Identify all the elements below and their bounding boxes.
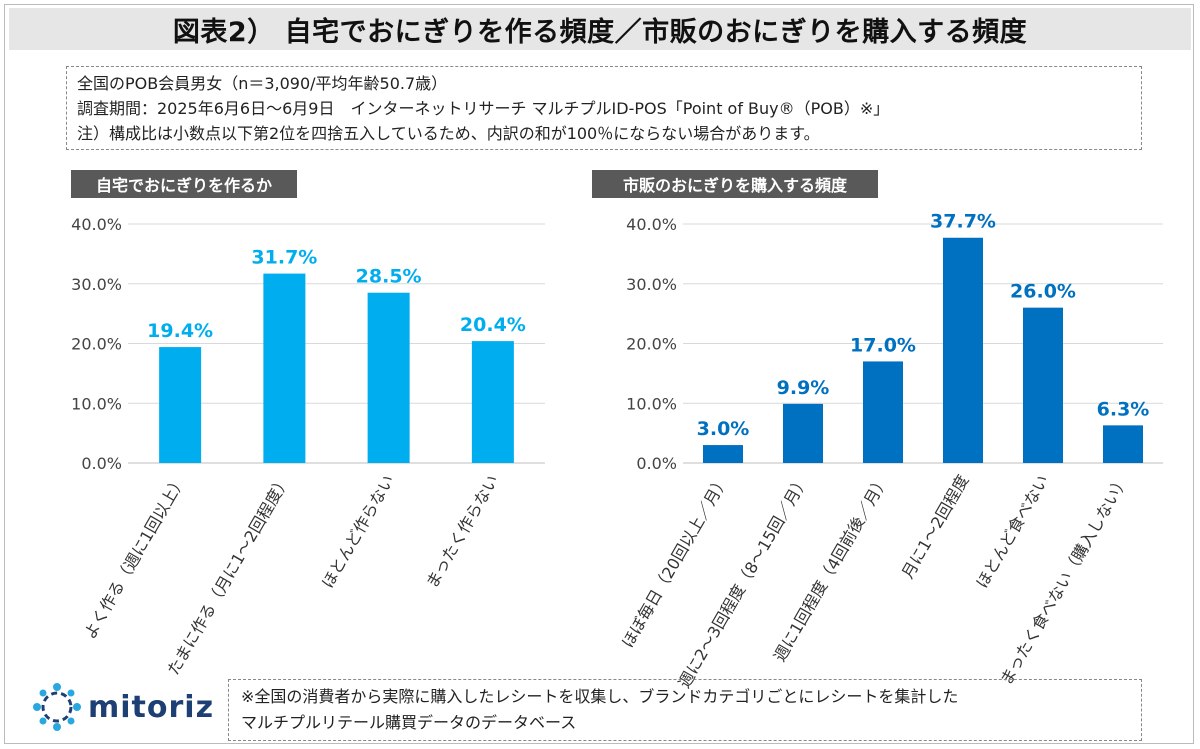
right-data-label: 3.0% (697, 418, 750, 440)
figure-frame (4, 4, 1194, 744)
right-chart-title: 市販のおにぎりを購入する頻度 (592, 170, 878, 198)
left-y-tick-label: 30.0% (71, 275, 122, 294)
left-bar (159, 347, 202, 463)
left-category-label: よく作る（週に1回以上） (80, 472, 190, 643)
right-bar (943, 237, 983, 463)
footer-line-2: マルチプルリテール購買データのデータベース (241, 713, 577, 732)
figure-title: 図表2） 自宅でおにぎりを作る頻度／市販のおにぎりを購入する頻度 (9, 8, 1191, 50)
left-y-tick-label: 0.0% (81, 454, 122, 473)
left-y-tick-label: 20.0% (71, 335, 122, 354)
left-chart-title: 自宅でおにぎりを作るか (71, 170, 297, 198)
left-y-tick-label: 40.0% (71, 215, 122, 234)
left-category-label: ほとんど作らない (318, 472, 398, 592)
footer-note-box: ※全国の消費者から実際に購入したレシートを収集し、ブランドカテゴリごとにレシート… (228, 679, 1142, 741)
right-data-label: 6.3% (1097, 398, 1150, 420)
right-y-tick-label: 0.0% (636, 454, 677, 473)
right-bar (783, 403, 823, 463)
right-data-label: 26.0% (1010, 281, 1076, 303)
right-bar (1023, 307, 1063, 463)
note-line-sample: 全国のPOB会員男女（n＝3,090/平均年齢50.7歳） (77, 74, 448, 93)
left-bar (263, 273, 306, 463)
right-bar (703, 445, 743, 463)
right-y-tick-label: 20.0% (626, 335, 677, 354)
network-star-icon (33, 683, 81, 731)
right-data-label: 9.9% (777, 377, 830, 399)
right-y-tick-label: 40.0% (626, 215, 677, 234)
left-bar (367, 292, 410, 463)
right-data-label: 37.7% (930, 211, 996, 233)
survey-note-box: 全国のPOB会員男女（n＝3,090/平均年齢50.7歳） 調査期間：2025年… (66, 66, 1142, 150)
left-category-label: まったく作らない (422, 472, 502, 592)
right-category-label: 月に1～2回程度 (898, 472, 973, 582)
right-y-tick-label: 10.0% (626, 394, 677, 413)
right-bar (863, 361, 903, 463)
left-data-label: 31.7% (251, 247, 317, 269)
left-data-label: 28.5% (356, 266, 422, 288)
logo-wordmark: mitoriz (88, 689, 215, 725)
footer-line-1: ※全国の消費者から実際に購入したレシートを収集し、ブランドカテゴリごとにレシート… (241, 687, 959, 706)
left-category-label: たまに作る（月に1～2回程度） (163, 472, 293, 679)
left-data-label: 19.4% (147, 320, 213, 342)
note-line-rounding: 注）構成比は小数点以下第2位を四捨五入しているため、内訳の和が100％にならない… (77, 124, 820, 143)
left-bar (471, 341, 514, 463)
right-category-label: 週に2～3回程度（8～15回／月） (675, 472, 813, 692)
left-data-label: 20.4% (460, 314, 526, 336)
right-bar (1103, 425, 1143, 463)
right-y-tick-label: 30.0% (626, 275, 677, 294)
mitoriz-logo: mitoriz (32, 682, 214, 732)
note-line-period: 調査期間：2025年6月6日～6月9日 インターネットリサーチ マルチプルID-… (77, 99, 890, 118)
left-y-tick-label: 10.0% (71, 394, 122, 413)
right-data-label: 17.0% (850, 334, 916, 356)
right-category-label: ほとんど食べない (972, 472, 1052, 592)
